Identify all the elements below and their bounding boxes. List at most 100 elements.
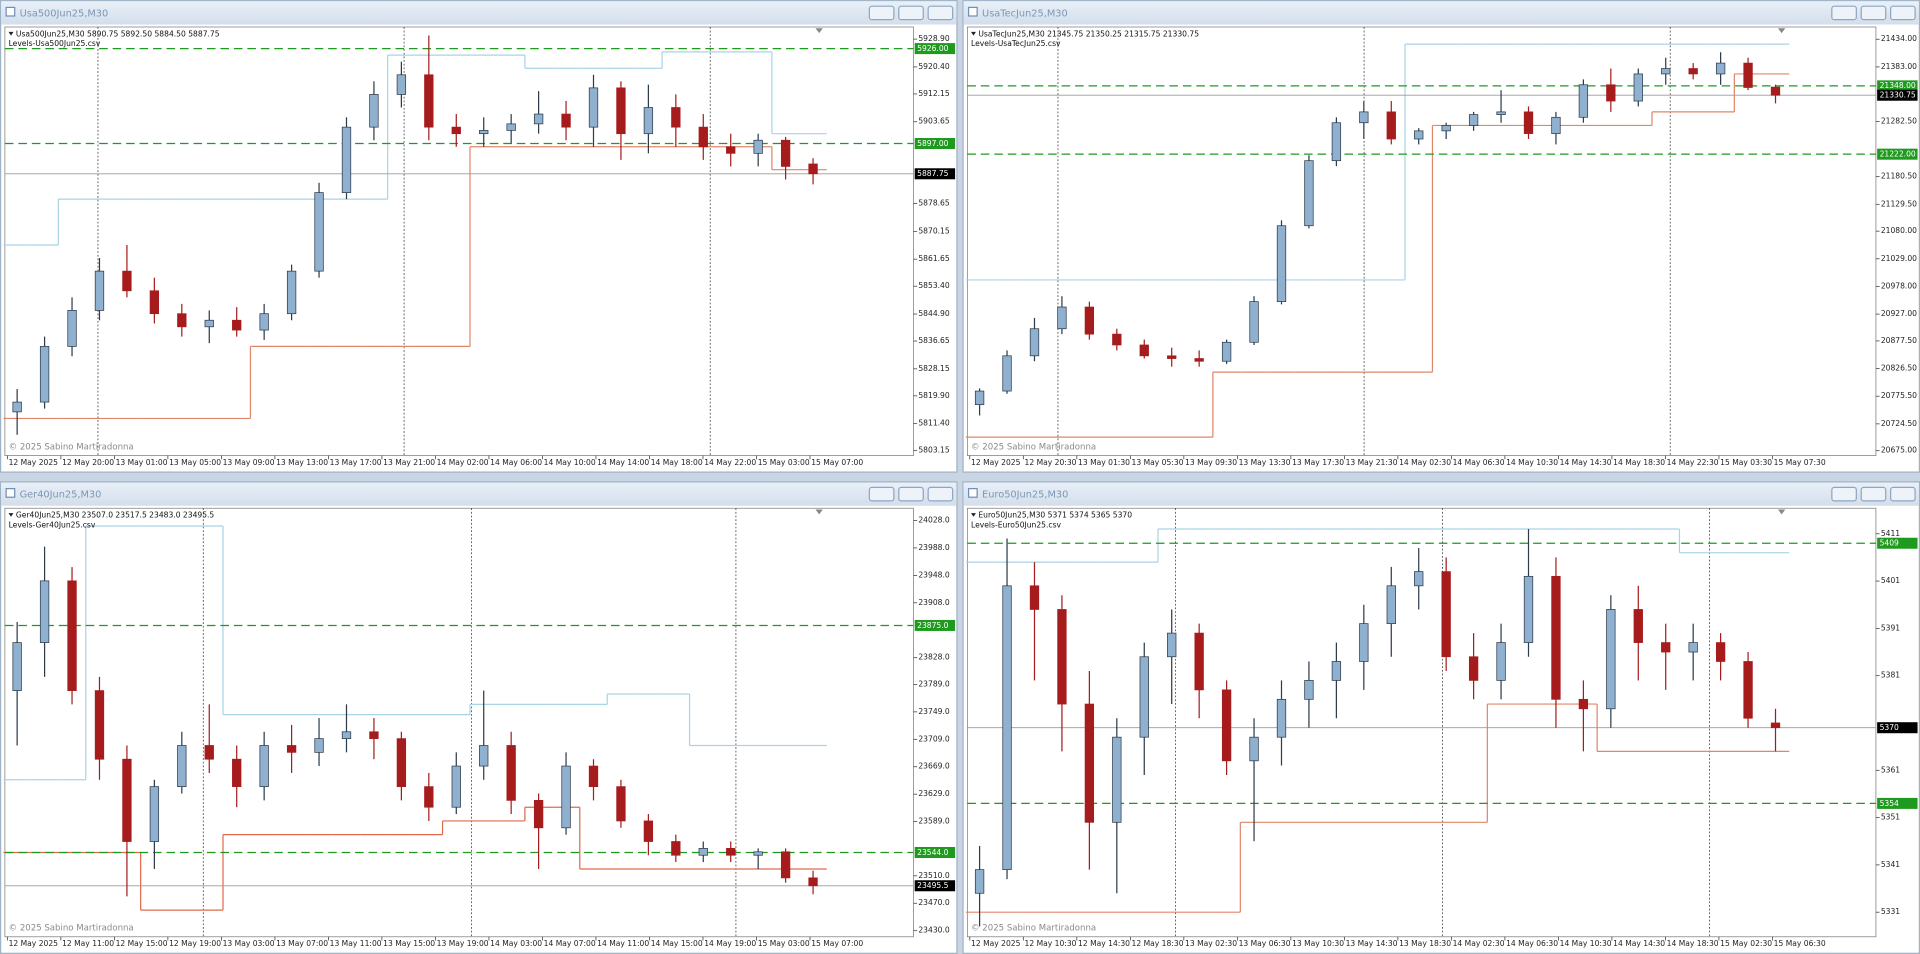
menu-arrow xyxy=(971,513,976,517)
close-button[interactable] xyxy=(1890,486,1916,502)
x-tick-label: 15 May 03:00 xyxy=(758,939,810,948)
x-tick-label: 13 May 09:00 xyxy=(223,458,275,467)
candle-body xyxy=(506,123,516,131)
price-tag-label: 5887.75 xyxy=(917,169,949,178)
y-tick-label: 21180.50 xyxy=(1881,172,1917,181)
candle-body xyxy=(232,758,242,788)
y-tick-label: 23709.0 xyxy=(918,734,950,743)
x-tick-label: 14 May 02:30 xyxy=(1399,458,1451,467)
maximize-button[interactable] xyxy=(1860,5,1887,21)
candle-body xyxy=(1359,623,1369,662)
candle-body xyxy=(314,192,324,272)
close-button[interactable] xyxy=(927,5,954,21)
candle-body xyxy=(1633,73,1643,102)
price-tag-label: 21330.75 xyxy=(1880,91,1916,100)
y-tick-label: 5844.90 xyxy=(918,309,950,318)
copyright: © 2025 Sabino Martiradonna xyxy=(971,924,1096,934)
candle-body xyxy=(39,580,50,643)
y-tick-label: 23988.0 xyxy=(918,543,950,552)
price-tag xyxy=(1877,89,1918,101)
y-tick-label: 5331 xyxy=(1881,907,1900,916)
price-tag xyxy=(914,846,956,859)
candle-body xyxy=(1221,341,1232,362)
maximize-button[interactable] xyxy=(1860,486,1887,502)
x-tick-label: 14 May 15:00 xyxy=(651,939,703,948)
candle-body xyxy=(1688,68,1698,75)
candle-body xyxy=(177,745,187,788)
symbol-info: Usa500Jun25,M30 5890.75 5892.50 5884.50 … xyxy=(16,29,220,38)
copyright: © 2025 Sabino Martiradonna xyxy=(9,924,134,934)
candle-body xyxy=(726,146,736,154)
candle-body xyxy=(1029,585,1040,610)
candle-body xyxy=(94,270,105,311)
x-tick-label: 14 May 19:00 xyxy=(704,939,756,948)
candle-body xyxy=(1715,62,1726,75)
candle-body xyxy=(369,94,379,128)
candle-body xyxy=(122,270,132,292)
candle-body xyxy=(780,139,791,167)
candle-body xyxy=(698,848,708,856)
x-tick-label: 13 May 13:00 xyxy=(276,458,328,467)
candle-body xyxy=(671,107,681,128)
indicator-name: Levels-UsaTecJun25.csv xyxy=(971,39,1061,48)
price-tag xyxy=(914,168,956,180)
close-button[interactable] xyxy=(927,486,954,502)
x-tick-label: 14 May 14:30 xyxy=(1613,939,1665,948)
y-tick-label: 5401 xyxy=(1881,576,1900,585)
x-tick-label: 14 May 03:00 xyxy=(490,939,542,948)
candle-body xyxy=(1414,571,1424,587)
y-tick-label: 20927.00 xyxy=(1881,309,1917,318)
price-tag-label: 5926.00 xyxy=(917,44,949,53)
y-tick-label: 5341 xyxy=(1881,860,1900,869)
candle-body xyxy=(1496,642,1506,681)
candle-body xyxy=(12,401,22,413)
y-tick-label: 5928.90 xyxy=(918,34,950,43)
candle-body xyxy=(1770,86,1781,96)
candle-body xyxy=(39,346,50,403)
price-tag-label: 5409 xyxy=(1880,539,1899,548)
candle-body xyxy=(753,139,763,154)
price-tag xyxy=(1877,148,1918,160)
price-tag-label: 21222.00 xyxy=(1880,150,1916,159)
candle-body xyxy=(1167,632,1177,658)
candle-body xyxy=(1688,642,1698,653)
scroll-marker xyxy=(1777,509,1786,515)
minimize-button[interactable] xyxy=(868,486,895,502)
window-icon xyxy=(5,488,16,498)
x-tick-label: 12 May 11:00 xyxy=(62,939,114,948)
y-tick-label: 20724.50 xyxy=(1881,419,1917,428)
x-tick-label: 12 May 2025 xyxy=(9,939,59,948)
minimize-button[interactable] xyxy=(868,5,895,21)
candle-body xyxy=(1770,722,1781,729)
y-tick-label: 5381 xyxy=(1881,671,1900,680)
x-tick-label: 14 May 18:30 xyxy=(1667,939,1719,948)
x-tick-label: 13 May 18:30 xyxy=(1399,939,1451,948)
scroll-marker xyxy=(1777,28,1786,34)
minimize-button[interactable] xyxy=(1831,486,1857,502)
maximize-button[interactable] xyxy=(898,486,924,502)
x-tick-label: 14 May 06:30 xyxy=(1506,939,1558,948)
maximize-button[interactable] xyxy=(898,5,924,21)
x-tick-label: 13 May 15:00 xyxy=(383,939,435,948)
candle-body xyxy=(588,87,599,128)
close-button[interactable] xyxy=(1890,5,1916,21)
y-tick-label: 5391 xyxy=(1881,623,1900,632)
candle-body xyxy=(974,390,985,405)
candle-body xyxy=(1359,111,1369,124)
x-tick-label: 13 May 05:30 xyxy=(1132,458,1184,467)
x-tick-label: 13 May 17:30 xyxy=(1292,458,1344,467)
candle-body xyxy=(1084,703,1095,823)
candle-body xyxy=(698,126,708,148)
candle-body xyxy=(1715,642,1726,662)
y-tick-label: 21129.50 xyxy=(1881,199,1917,208)
x-tick-label: 15 May 07:30 xyxy=(1774,458,1826,467)
price-tag-label: 5897.00 xyxy=(917,139,949,148)
candle-body xyxy=(149,290,160,315)
candle-body xyxy=(1112,736,1122,823)
minimize-button[interactable] xyxy=(1831,5,1857,21)
x-tick-label: 13 May 21:30 xyxy=(1346,458,1398,467)
candle-body xyxy=(780,851,791,879)
candle-body xyxy=(643,107,654,135)
candle-body xyxy=(1221,689,1232,762)
price-tag-label: 23495.5 xyxy=(917,881,949,890)
